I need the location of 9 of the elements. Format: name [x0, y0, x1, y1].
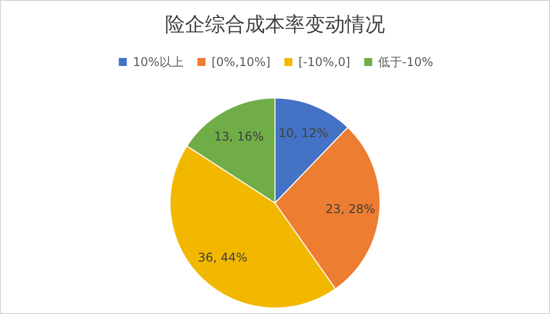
chart-title: 险企综合成本率变动情况: [165, 12, 385, 36]
legend-label: [0%,10%]: [211, 55, 270, 69]
legend-label: 10%以上: [132, 55, 184, 69]
data-label: 23, 28%: [325, 202, 376, 216]
data-label: 10, 12%: [278, 126, 328, 140]
legend-label: 低于-10%: [378, 55, 434, 69]
legend-label: [-10%,0]: [298, 55, 350, 69]
data-label: 36, 44%: [198, 250, 248, 264]
data-label: 13, 16%: [214, 130, 264, 144]
